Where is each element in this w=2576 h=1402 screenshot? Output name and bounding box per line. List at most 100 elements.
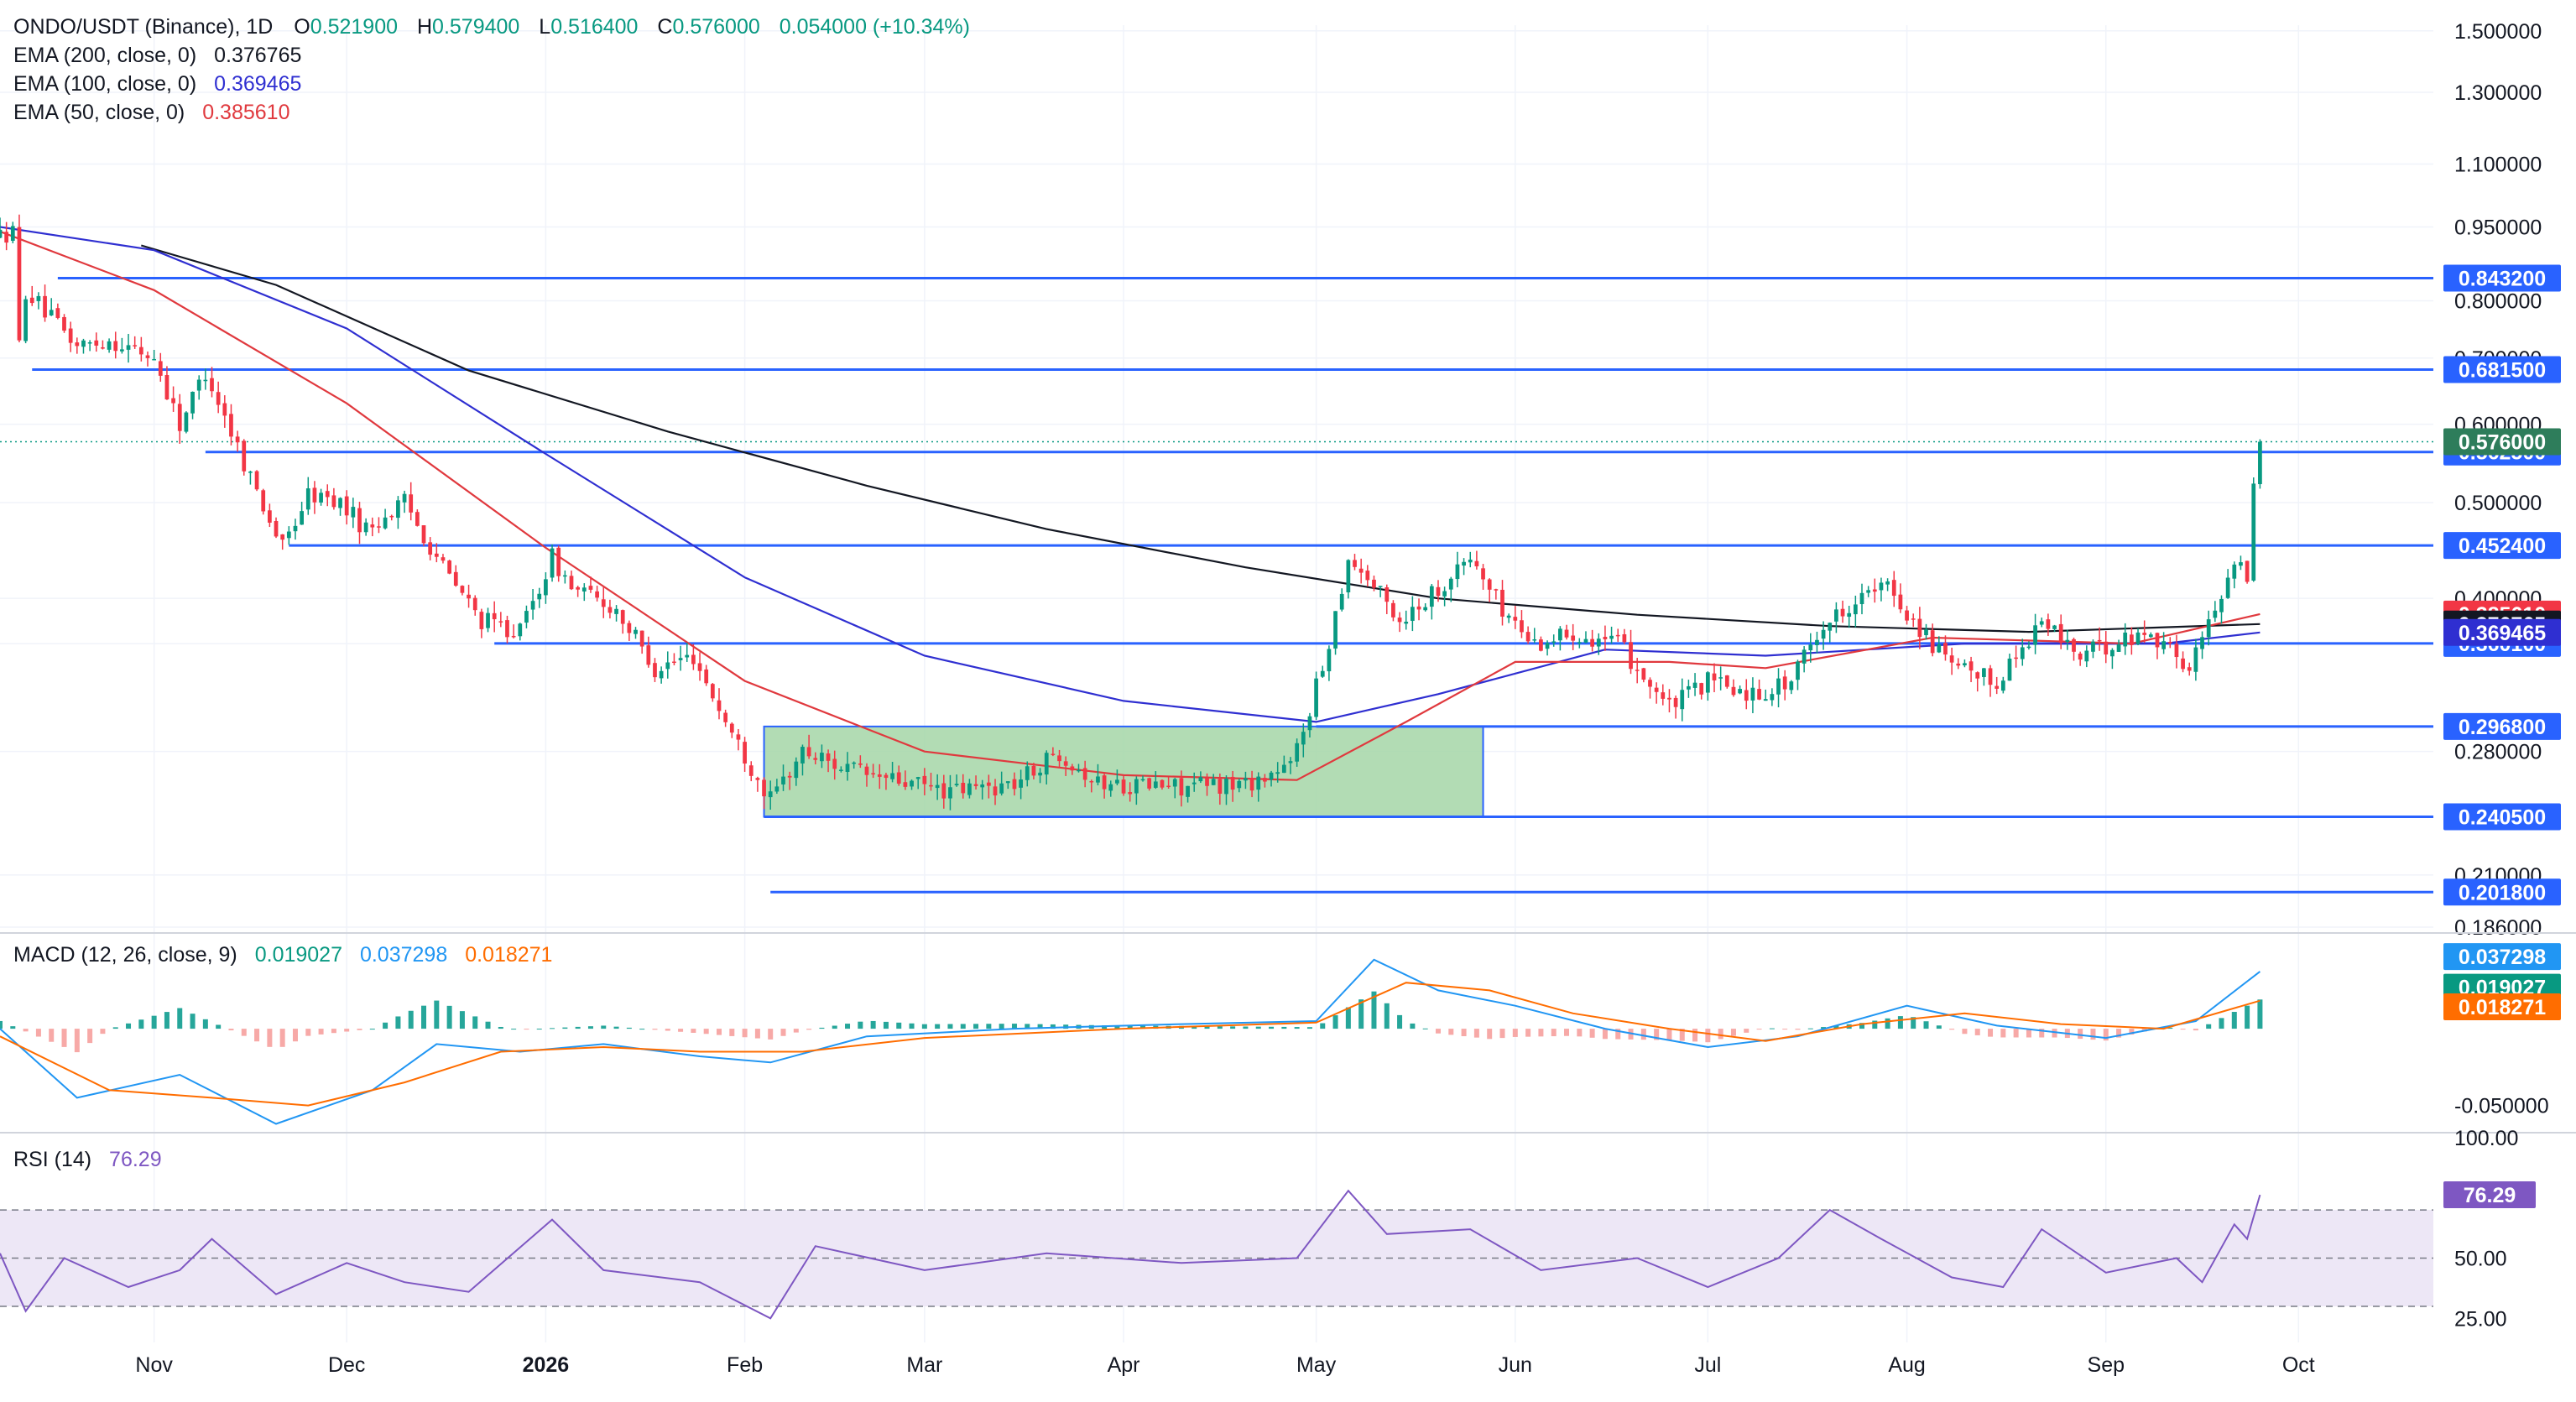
macd-hist-bar	[2116, 1029, 2122, 1038]
macd-hist-bar	[23, 1029, 29, 1032]
macd-hist-bar	[947, 1024, 953, 1029]
macd-hist-bar	[190, 1014, 196, 1029]
price-tick-label: 1.100000	[2454, 153, 2542, 176]
macd-hist-bar	[2026, 1029, 2031, 1038]
candle-body	[472, 597, 477, 611]
candle-body	[755, 778, 760, 780]
levels-layer	[0, 277, 2433, 894]
time-tick-label: Feb	[727, 1353, 763, 1377]
candle-body	[2213, 610, 2218, 618]
macd-hist-bar	[1744, 1029, 1749, 1033]
candle-body	[229, 414, 233, 437]
macd-hist-bar	[228, 1029, 234, 1031]
candle-body	[1314, 678, 1318, 717]
macd-hist-bar	[1962, 1029, 1968, 1035]
candle-body	[1571, 635, 1576, 641]
candle-body	[620, 610, 625, 624]
macd-hist-bar	[1371, 991, 1377, 1029]
candle-body	[1249, 778, 1254, 791]
macd-legend[interactable]: MACD (12, 26, close, 9) 0.019027 0.03729…	[13, 943, 552, 967]
candle-body	[441, 557, 446, 561]
macd-hist-bar	[1127, 1025, 1133, 1029]
candle-body	[1525, 632, 1530, 642]
price-axis[interactable]: 1.500000 1.300000 1.100000 0.950000 0.800000…	[2454, 20, 2542, 940]
candle-body	[787, 775, 792, 778]
candle-body	[2155, 633, 2160, 648]
macd-hist-bar	[1821, 1027, 1827, 1029]
candle-body	[1153, 781, 1158, 788]
candle-body	[2039, 621, 2044, 625]
macd-hist-bar	[434, 1000, 440, 1029]
macd-hist-bar	[2219, 1018, 2224, 1029]
candle-body	[1179, 778, 1184, 796]
candle-body	[434, 553, 439, 557]
macd-panel[interactable]: 0.050000-0.0500000.0372980.0190270.01827…	[0, 941, 2561, 1125]
level-tag: 0.681500	[2459, 358, 2546, 382]
candle-body	[101, 347, 105, 349]
ema50-value: 0.385610	[202, 101, 289, 124]
candle-body	[665, 662, 670, 670]
candle-body	[1044, 753, 1049, 775]
macd-hist-bar	[112, 1027, 118, 1029]
rsi-legend[interactable]: RSI (14) 76.29	[13, 1148, 162, 1171]
candle-body	[1551, 641, 1557, 643]
price-legend[interactable]: ONDO/USDT (Binance), 1D O0.521900 H0.579…	[13, 15, 970, 124]
rsi-tag: 76.29	[2464, 1184, 2516, 1207]
candle-body	[1397, 618, 1402, 623]
candle-body	[556, 547, 561, 576]
candle-body	[1840, 608, 1845, 617]
candle-body	[781, 776, 785, 784]
macd-hist-bar	[241, 1029, 247, 1036]
ohlc-close-label: C	[657, 15, 672, 39]
candle-body	[826, 753, 831, 761]
candle-body	[1520, 620, 1524, 633]
candle-body	[1172, 779, 1177, 787]
candle-body	[1583, 638, 1588, 643]
candles-layer	[0, 214, 2262, 810]
candle-body	[922, 775, 927, 784]
macd-hist-bar	[1306, 1027, 1312, 1029]
candle-body	[1115, 779, 1119, 784]
candle-body	[639, 630, 644, 647]
candle-body	[2206, 619, 2211, 638]
ema50-legend[interactable]: EMA (50, close, 0) 0.385610	[13, 101, 289, 124]
ohlc-open: 0.521900	[310, 15, 398, 39]
candle-body	[1995, 685, 2000, 689]
time-tick-label: Jul	[1694, 1353, 1721, 1377]
macd-hist-bar	[921, 1024, 927, 1029]
candle-body	[2174, 644, 2179, 658]
candle-body	[1468, 560, 1473, 563]
candle-body	[10, 226, 15, 241]
rsi-panel[interactable]: 100.00 50.00 25.00 76.29	[0, 1127, 2536, 1331]
macd-hist-bar	[562, 1027, 568, 1029]
macd-hist-bar	[2078, 1029, 2083, 1040]
candle-body	[903, 782, 908, 787]
candle-body	[691, 654, 696, 665]
candle-body	[1019, 779, 1023, 788]
candle-body	[1949, 655, 1954, 663]
ema100-legend[interactable]: EMA (100, close, 0) 0.369465	[13, 72, 301, 96]
candle-body	[1590, 638, 1594, 647]
candle-body	[1462, 561, 1466, 566]
candle-body	[486, 612, 490, 628]
candle-body	[2072, 638, 2076, 652]
candle-body	[1416, 606, 1421, 610]
candle-body	[2245, 560, 2250, 582]
candle-body	[2251, 483, 2256, 581]
candle-body	[164, 375, 169, 400]
price-panel[interactable]: 1.500000 1.300000 1.100000 0.950000 0.800000…	[0, 20, 2561, 1342]
macd-hist-bar	[1564, 1029, 1570, 1036]
candle-body	[158, 361, 163, 376]
candle-body	[1494, 589, 1499, 591]
candle-body	[2033, 625, 2037, 645]
candle-body	[1564, 629, 1569, 638]
candle-body	[537, 593, 542, 600]
time-axis[interactable]: Nov Dec 2026 Feb Mar Apr May Jun Jul Aug Sep Oct	[135, 1353, 2314, 1377]
ema100-name: EMA (100, close, 0)	[13, 72, 196, 96]
macd-signal-value: 0.018271	[465, 943, 552, 967]
macd-hist-bar	[845, 1024, 851, 1029]
candle-body	[935, 784, 940, 789]
candle-body	[1930, 630, 1935, 654]
ema200-legend[interactable]: EMA (200, close, 0) 0.376765	[13, 44, 301, 67]
